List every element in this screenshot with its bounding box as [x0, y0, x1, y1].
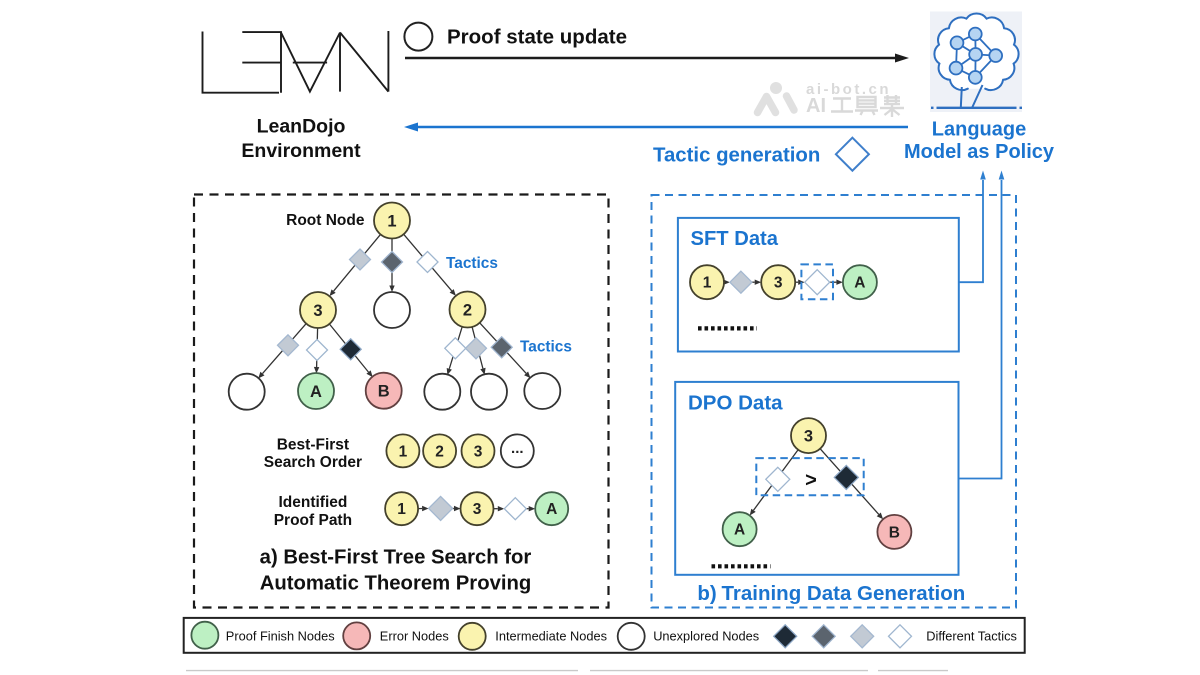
svg-text:...: ...: [511, 440, 524, 457]
svg-text:Proof Finish Nodes: Proof Finish Nodes: [226, 629, 335, 644]
svg-text:2: 2: [463, 301, 472, 319]
svg-text:1: 1: [397, 501, 406, 518]
svg-text:3: 3: [473, 501, 482, 518]
svg-text:3: 3: [804, 427, 813, 445]
svg-text:A: A: [310, 383, 322, 401]
svg-text:b): b): [697, 582, 716, 605]
svg-text:3: 3: [774, 275, 783, 292]
svg-text:DPO Data: DPO Data: [688, 392, 783, 415]
svg-text:Tactics: Tactics: [520, 339, 572, 356]
svg-text:Model as Policy: Model as Policy: [904, 141, 1055, 163]
svg-text:A: A: [546, 501, 557, 518]
svg-text:1: 1: [703, 275, 712, 292]
svg-text:>: >: [805, 469, 817, 491]
svg-text:Best-First: Best-First: [277, 436, 349, 453]
svg-text:Unexplored Nodes: Unexplored Nodes: [653, 629, 759, 644]
svg-text:Automatic Theorem Proving: Automatic Theorem Proving: [260, 573, 532, 595]
svg-text:ai-bot.cn: ai-bot.cn: [806, 81, 891, 98]
svg-text:Identified: Identified: [278, 494, 347, 511]
svg-text:Environment: Environment: [241, 140, 361, 162]
svg-text:SFT Data: SFT Data: [691, 228, 779, 250]
svg-text:Tactics: Tactics: [446, 255, 498, 272]
svg-text:1: 1: [399, 443, 408, 460]
svg-text:a) Best-First Tree Search for: a) Best-First Tree Search for: [260, 546, 532, 568]
svg-text:B: B: [889, 524, 900, 541]
svg-text:A: A: [854, 275, 865, 292]
svg-text:Error Nodes: Error Nodes: [380, 629, 449, 644]
svg-text:2: 2: [435, 443, 444, 460]
svg-text:B: B: [378, 382, 390, 400]
svg-text:Proof state update: Proof state update: [447, 26, 627, 49]
svg-text:Language: Language: [932, 118, 1026, 140]
svg-text:1: 1: [387, 212, 396, 230]
svg-text:Search Order: Search Order: [264, 454, 362, 471]
svg-text:Root Node: Root Node: [286, 212, 365, 229]
svg-text:Intermediate Nodes: Intermediate Nodes: [495, 629, 607, 644]
svg-text:A: A: [734, 522, 745, 539]
svg-text:Proof Path: Proof Path: [274, 512, 352, 529]
svg-text:LeanDojo: LeanDojo: [257, 115, 346, 137]
svg-text:Training Data Generation: Training Data Generation: [722, 582, 966, 605]
svg-text:3: 3: [474, 443, 483, 460]
svg-text:Tactic generation: Tactic generation: [653, 145, 820, 167]
svg-text:AI: AI: [806, 95, 826, 117]
svg-text:Different Tactics: Different Tactics: [926, 629, 1017, 644]
svg-text:3: 3: [313, 302, 322, 320]
